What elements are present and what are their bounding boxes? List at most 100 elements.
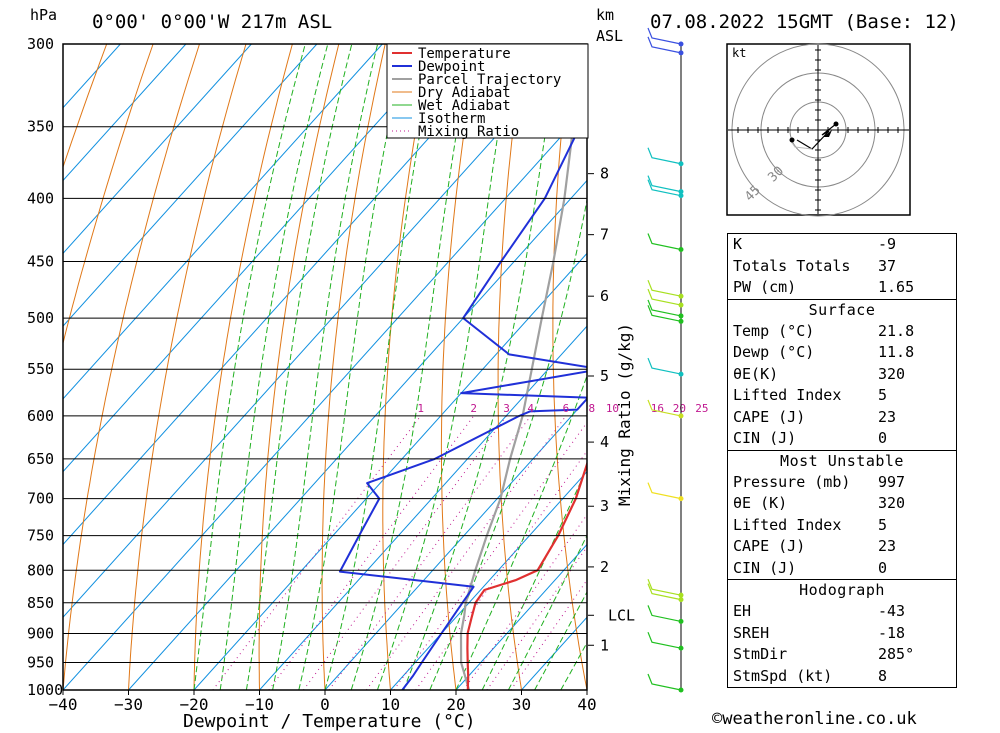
isotherm-line [63, 44, 514, 546]
mixing-ratio-line [393, 421, 587, 690]
wind-barb [647, 578, 682, 596]
section-title: Hodograph [799, 581, 885, 599]
index-row: CIN (J) 0 [733, 558, 888, 577]
pressure-tick-label: 600 [27, 407, 54, 425]
pressure-tick-label: 950 [27, 653, 54, 671]
isotherm-line [63, 44, 449, 473]
wind-barb [647, 179, 682, 197]
mixing-ratio-value: 10 [606, 402, 619, 415]
mixing-ratio-line [328, 415, 532, 690]
isotherm-line [259, 325, 587, 690]
wind-barb [647, 288, 682, 306]
dry-adiabat-line [497, 44, 525, 690]
legend-dewpoint: Dewpoint [418, 59, 485, 75]
x-tick-label: 10 [381, 695, 400, 714]
hodograph-point [833, 121, 839, 127]
wind-barb [647, 357, 682, 375]
isotherm-line [193, 252, 587, 690]
pressure-tick-label: 900 [27, 624, 54, 642]
wind-barb [647, 279, 682, 297]
pressure-tick-label: 500 [27, 309, 54, 327]
legend-parcel: Parcel Trajectory [418, 72, 561, 88]
mixing-ratio-value: 20 [673, 402, 686, 415]
asl-label: ASL [596, 27, 623, 45]
pressure-tick-label: 650 [27, 450, 54, 468]
legend-dry-adiabat: Dry Adiabat [418, 85, 511, 101]
km-tick-label: 5 [600, 367, 609, 385]
isotherm-line [63, 44, 187, 182]
dry-adiabat-line [440, 44, 479, 690]
indices-surface: Surface Temp (°C) 21.8 Dewp (°C) 11.8 θE(K… [728, 300, 956, 451]
pressure-tick-label: 1000 [27, 681, 63, 699]
index-row: K -9 [733, 235, 897, 253]
mixing-ratio-value: 2 [470, 402, 477, 415]
index-row: Lifted Index 5 [733, 386, 888, 404]
indices-table: K -9 Totals Totals 37 PW (cm) 1.65 Surface … [727, 233, 957, 688]
index-row: CAPE (J) 23 [733, 407, 897, 426]
section-title: Most Unstable [780, 451, 904, 470]
indices-hodograph: Hodograph EH -43 SREH -18 StmDir 285° StmSp… [728, 580, 956, 688]
index-row: CAPE (J) 23 [733, 537, 897, 555]
km-tick-label: 4 [600, 433, 609, 451]
dry-adiabat-line [63, 44, 154, 346]
pressure-tick-label: 300 [27, 35, 54, 53]
pressure-tick-label: 400 [27, 189, 54, 207]
isotherm-line [128, 179, 587, 690]
isotherm-line [63, 107, 587, 690]
dry-adiabat-line [63, 44, 200, 690]
index-row: θE(K) 320 [733, 364, 906, 383]
pressure-tick-label: 800 [27, 561, 54, 579]
isotherm-line [455, 543, 587, 690]
legend-mixing-ratio: Mixing Ratio [418, 124, 519, 140]
pressure-tick-label: 700 [27, 490, 54, 508]
index-row: SREH -18 [733, 623, 906, 642]
mixing-ratio-value: 1 [417, 402, 424, 415]
mixing-ratio-value: 4 [527, 402, 534, 415]
isotherm-line [63, 44, 252, 255]
isotherm-line [63, 44, 121, 109]
wind-barb [647, 27, 682, 45]
index-row: EH -43 [733, 602, 906, 620]
mixing-ratio-line [268, 415, 475, 690]
index-row: θE (K) 320 [733, 494, 906, 512]
wind-barb [647, 673, 682, 691]
x-tick-label: 20 [446, 695, 465, 714]
mixing-ratio-value: 25 [695, 402, 708, 415]
km-tick-label: 6 [600, 287, 609, 305]
wind-barb [647, 631, 682, 649]
x-tick-label: −40 [49, 695, 78, 714]
datetime-label: 07.08.2022 15GMT (Base: 12) [650, 11, 959, 33]
hodograph-point [789, 137, 795, 143]
index-row: CIN (J) 0 [733, 429, 888, 447]
index-row: Totals Totals 37 [733, 256, 897, 275]
index-row: Lifted Index 5 [733, 515, 888, 534]
wet-adiabat-line [193, 44, 306, 690]
wind-barb [647, 305, 682, 322]
km-tick-label: 8 [600, 165, 609, 183]
pressure-tick-label: 350 [27, 118, 54, 136]
temperature-line [466, 460, 587, 690]
legend-wet-adiabat: Wet Adiabat [418, 98, 511, 114]
mixing-ratio-value: 3 [503, 402, 510, 415]
wind-barb [647, 233, 682, 251]
km-tick-label: 3 [600, 497, 609, 515]
parcel-trajectory-line [459, 44, 587, 690]
x-tick-label: 30 [512, 695, 531, 714]
credit-link[interactable]: ©weatheronline.co.uk [712, 709, 917, 729]
pressure-tick-label: 850 [27, 594, 54, 612]
dewpoint-line [338, 125, 587, 690]
mixing-ratio-line [365, 415, 567, 690]
dry-adiabat-line [657, 44, 718, 690]
index-row: StmDir 285° [733, 645, 915, 663]
wind-barb [647, 482, 682, 500]
index-row: Dewp (°C) 11.8 [733, 343, 915, 361]
x-tick-label: −30 [114, 695, 143, 714]
pressure-tick-label: 450 [27, 253, 54, 271]
dry-adiabat-line [989, 44, 1000, 690]
x-tick-label: 0 [320, 695, 330, 714]
wet-adiabat-line [245, 44, 353, 690]
wind-barb [647, 299, 682, 317]
legend-temperature: Temperature [418, 46, 511, 62]
isotherm-line [63, 44, 383, 400]
